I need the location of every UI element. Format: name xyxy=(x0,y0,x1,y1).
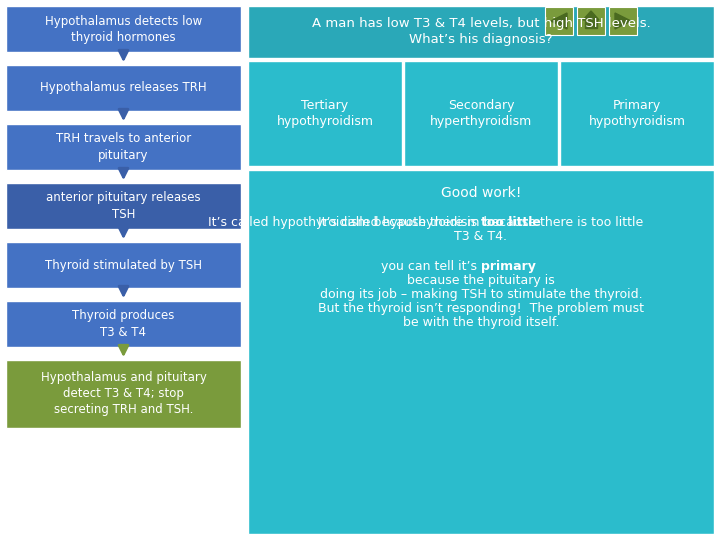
FancyBboxPatch shape xyxy=(577,7,605,35)
Text: anterior pituitary releases
TSH: anterior pituitary releases TSH xyxy=(46,192,201,220)
FancyBboxPatch shape xyxy=(248,61,402,166)
Text: It’s called hypothyroidism because there is: It’s called hypothyroidism because there… xyxy=(208,216,481,229)
FancyBboxPatch shape xyxy=(6,65,241,111)
FancyBboxPatch shape xyxy=(404,61,558,166)
Text: Tertiary
hypothyroidism: Tertiary hypothyroidism xyxy=(276,99,374,128)
FancyBboxPatch shape xyxy=(545,7,573,35)
FancyBboxPatch shape xyxy=(248,6,714,58)
FancyBboxPatch shape xyxy=(585,19,597,28)
FancyBboxPatch shape xyxy=(609,7,637,35)
Text: It’s called hypothyroidism because there is too little
T3 & T4.: It’s called hypothyroidism because there… xyxy=(0,539,1,540)
Text: Primary
hypothyroidism: Primary hypothyroidism xyxy=(588,99,685,128)
FancyBboxPatch shape xyxy=(6,124,241,170)
FancyBboxPatch shape xyxy=(6,301,241,347)
Text: Secondary
hyperthyroidism: Secondary hyperthyroidism xyxy=(430,99,532,128)
Text: doing its job – making TSH to stimulate the thyroid.: doing its job – making TSH to stimulate … xyxy=(320,288,642,301)
FancyBboxPatch shape xyxy=(6,360,241,428)
Text: T3 & T4.: T3 & T4. xyxy=(454,230,508,243)
Text: because the pituitary is: because the pituitary is xyxy=(407,274,555,287)
Text: Hypothalamus releases TRH: Hypothalamus releases TRH xyxy=(40,82,207,94)
Text: Good work!: Good work! xyxy=(441,186,521,200)
Text: Hypothalamus and pituitary
detect T3 & T4; stop
secreting TRH and TSH.: Hypothalamus and pituitary detect T3 & T… xyxy=(40,372,207,416)
FancyBboxPatch shape xyxy=(6,183,241,229)
Text: But the thyroid isn’t responding!  The problem must: But the thyroid isn’t responding! The pr… xyxy=(318,302,644,315)
Text: Thyroid produces
T3 & T4: Thyroid produces T3 & T4 xyxy=(72,309,175,339)
Text: Thyroid stimulated by TSH: Thyroid stimulated by TSH xyxy=(45,259,202,272)
FancyBboxPatch shape xyxy=(6,6,241,52)
Text: too little: too little xyxy=(481,216,541,229)
Text: A man has low T3 & T4 levels, but high TSH levels.
What’s his diagnosis?: A man has low T3 & T4 levels, but high T… xyxy=(312,17,650,46)
Text: you can tell it’s: you can tell it’s xyxy=(381,260,481,273)
Text: Hypothalamus detects low
thyroid hormones: Hypothalamus detects low thyroid hormone… xyxy=(45,15,202,44)
FancyBboxPatch shape xyxy=(6,242,241,288)
Text: be with the thyroid itself.: be with the thyroid itself. xyxy=(402,316,559,329)
Text: It’s called hypothyroidism because there is too little: It’s called hypothyroidism because there… xyxy=(318,216,644,229)
Polygon shape xyxy=(583,11,599,20)
Text: TRH travels to anterior
pituitary: TRH travels to anterior pituitary xyxy=(56,132,191,161)
FancyBboxPatch shape xyxy=(248,170,714,534)
Text: primary: primary xyxy=(481,260,536,273)
Polygon shape xyxy=(615,13,631,29)
FancyBboxPatch shape xyxy=(560,61,714,166)
Polygon shape xyxy=(551,13,567,29)
Text: It’s called hypothyroidism because there is too little: It’s called hypothyroidism because there… xyxy=(318,216,644,229)
